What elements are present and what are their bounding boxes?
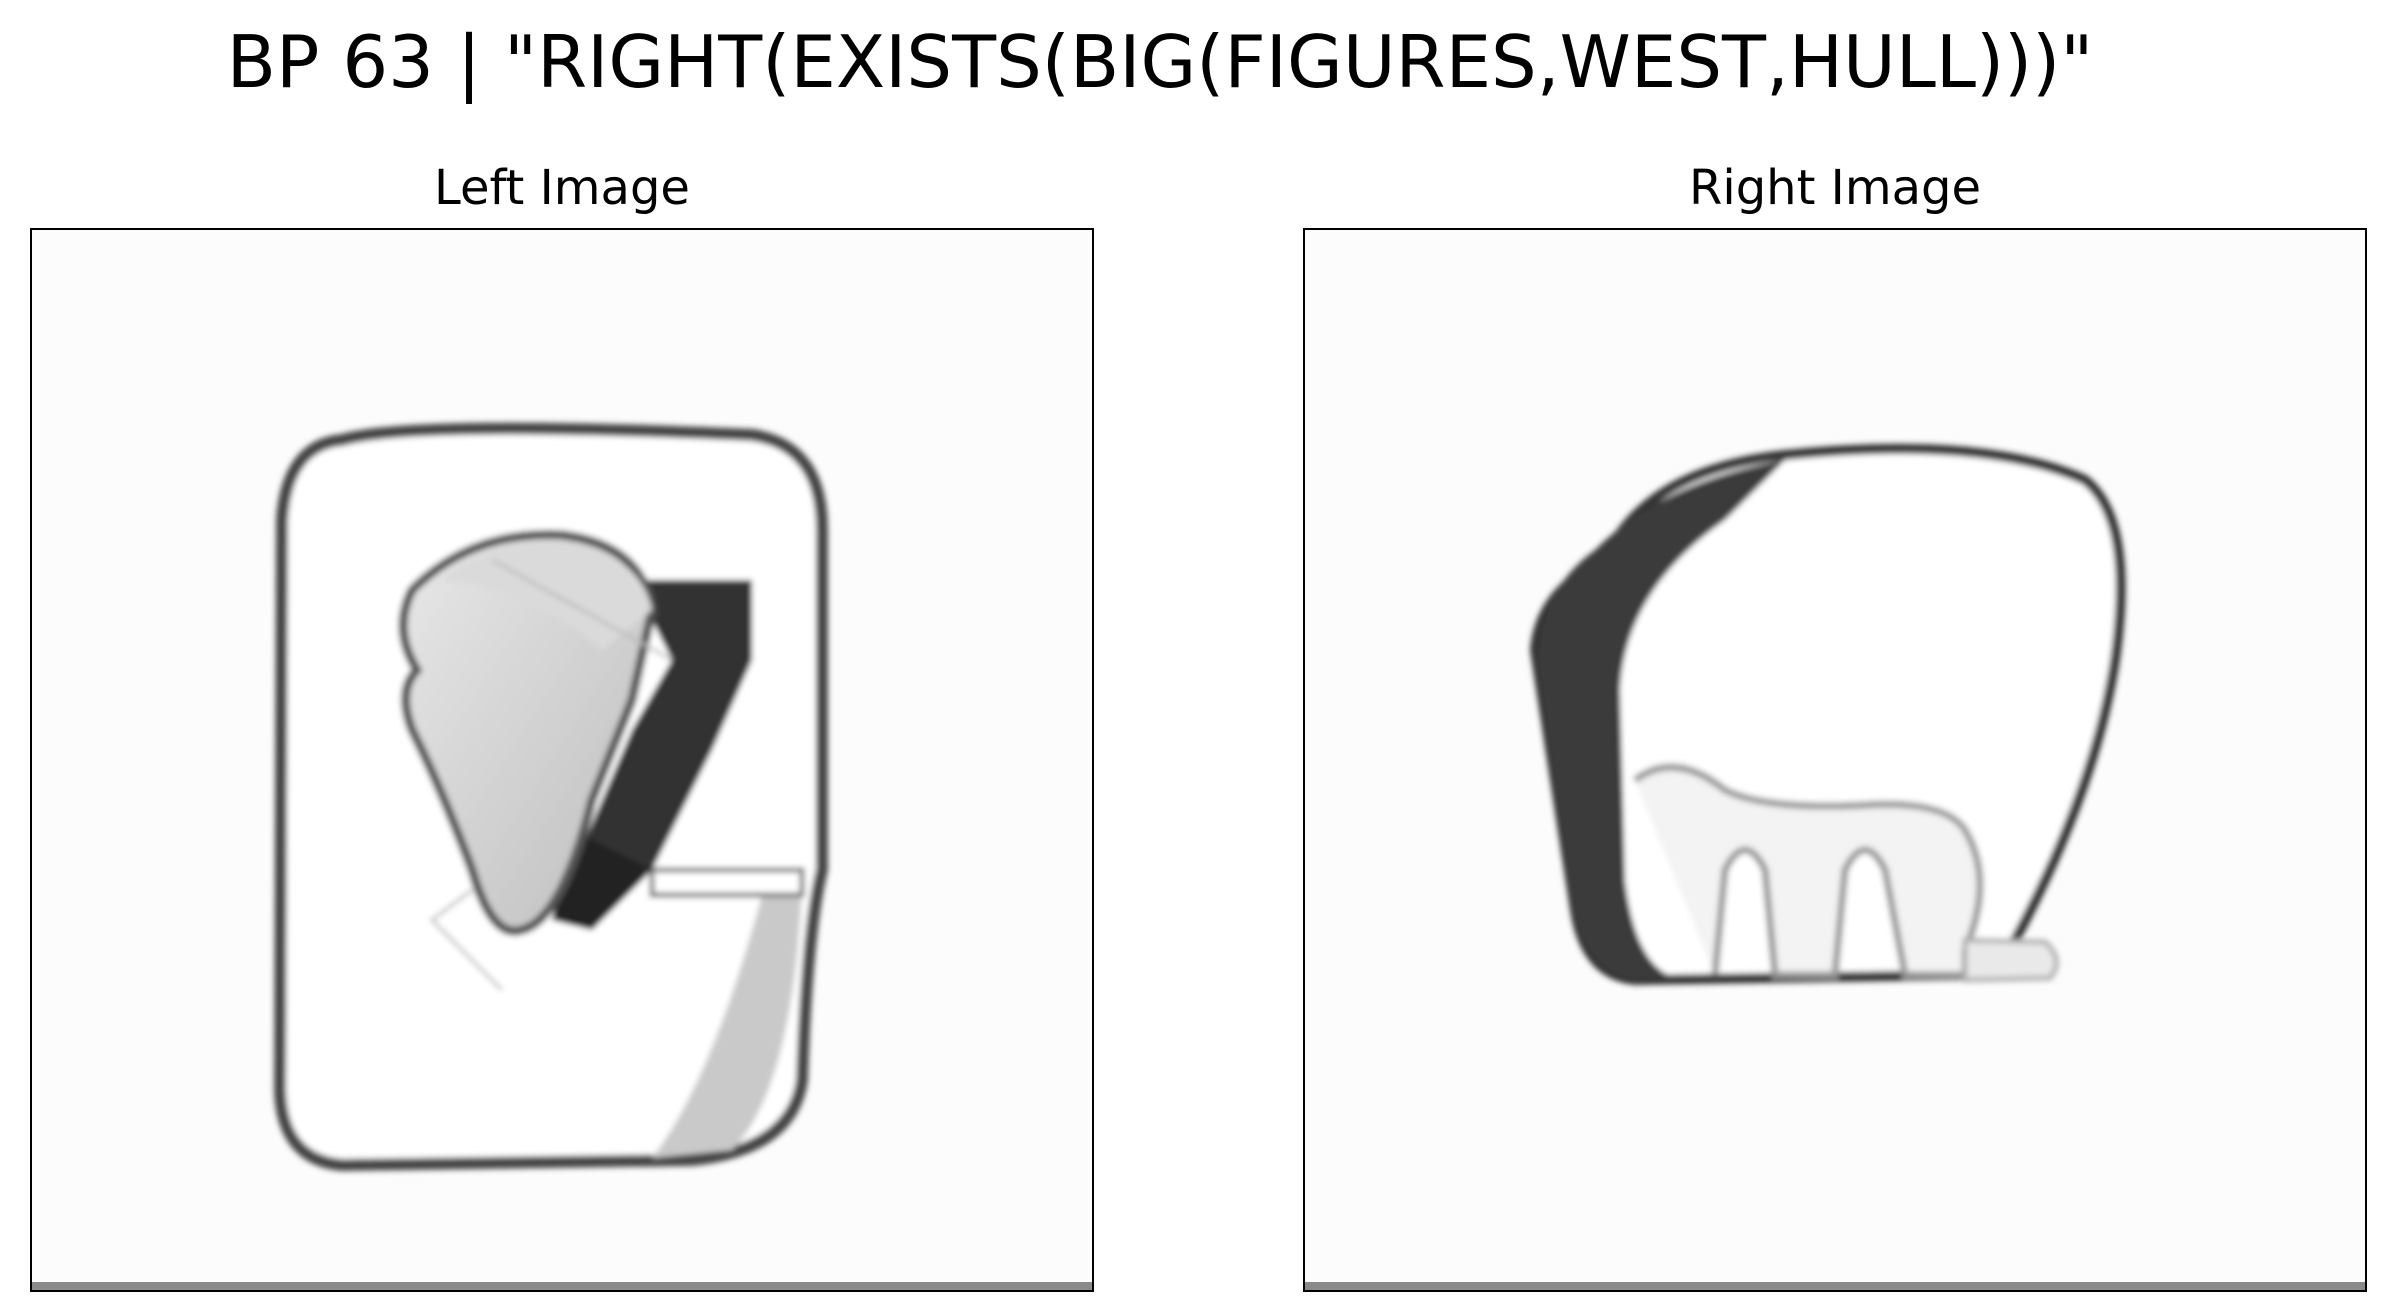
left-panel-title: Left Image <box>434 160 690 216</box>
inner-legs-shape <box>1632 763 1984 979</box>
right-bongard-figure <box>1529 443 2126 986</box>
dark-bar-shape <box>572 580 752 870</box>
faint-diagonal-line <box>491 558 673 662</box>
figure-title: BP 63 | "RIGHT(EXISTS(BIG(FIGURES,WEST,H… <box>226 20 2094 104</box>
faint-v-line <box>429 888 504 992</box>
blob-cap-shape <box>442 543 652 650</box>
left-image-panel <box>30 228 1094 1292</box>
arch-left-wall <box>1537 460 1785 980</box>
right-foot-shape <box>1962 937 2059 983</box>
inner-notch-shape <box>649 867 805 898</box>
frame-corner-shading <box>652 890 802 1158</box>
right-image-panel <box>1303 228 2367 1292</box>
left-bongard-figure <box>273 422 828 1172</box>
right-panel-title: Right Image <box>1689 160 1981 216</box>
